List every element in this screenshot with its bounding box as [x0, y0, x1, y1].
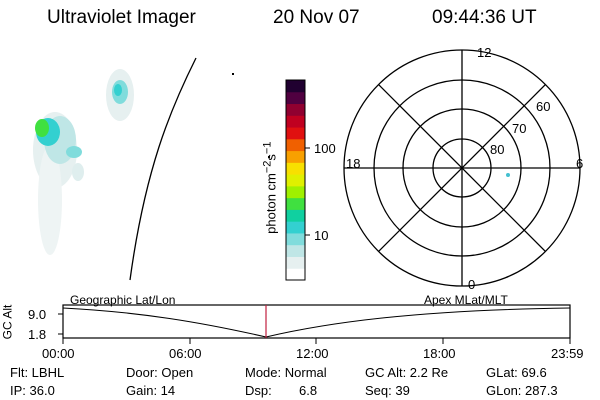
door-info: Door: Open: [126, 365, 194, 380]
orbit-plot: [58, 304, 571, 344]
orbit-x-tick: 06:00: [169, 346, 202, 361]
glon-info: GLon: 287.3: [486, 383, 558, 398]
time-label: 09:44:36 UT: [432, 7, 537, 28]
instrument-title: Ultraviolet Imager: [47, 7, 196, 28]
image-dot: [268, 156, 270, 158]
orbit-x-tick: 12:00: [296, 346, 329, 361]
seq-info: Seq: 39: [365, 383, 410, 398]
orbit-axis-label: GC Alt: [0, 304, 15, 340]
orbit-x-tick: 23:59: [551, 346, 584, 361]
colorbar-unit-label: photon cm−2s−1: [261, 141, 279, 234]
colorbar-stripe: [286, 174, 305, 187]
colorbar-stripe: [286, 232, 305, 246]
colorbar: [285, 79, 310, 281]
lat-label: 70: [512, 121, 527, 136]
colorbar-stripe: [286, 150, 305, 163]
orbit-altitude-curve: [62, 307, 571, 338]
ip-info: IP: 36.0: [10, 383, 55, 398]
date-label: 20 Nov 07: [273, 7, 360, 28]
orbit-x-tick: 00:00: [42, 346, 75, 361]
colorbar-tick-label: 10: [314, 228, 329, 243]
gain-info: Gain: 14: [126, 383, 176, 398]
colorbar-stripe: [286, 138, 305, 152]
mlt-label-left: 18: [346, 156, 361, 171]
dsp-label: Dsp:: [245, 383, 272, 398]
colorbar-stripe: [286, 221, 305, 234]
colorbar-stripe: [286, 244, 305, 257]
colorbar-stripe: [286, 115, 305, 128]
uv-image-panel: [33, 57, 270, 281]
image-dot: [232, 73, 234, 75]
mlt-label-bottom: 0: [468, 277, 476, 292]
colorbar-stripe: [286, 185, 305, 199]
polar-emission-point: [506, 173, 510, 177]
mlt-label-right: 6: [576, 156, 584, 171]
filter-info: Flt: LBHL: [10, 365, 65, 380]
dsp-value: 6.8: [299, 383, 318, 398]
aurora-emission-right: [106, 69, 134, 121]
mlt-label-top: 12: [477, 45, 492, 60]
colorbar-stripe: [286, 91, 305, 105]
glat-info: GLat: 69.6: [486, 365, 547, 380]
lat-label: 60: [536, 99, 551, 114]
aurora-emission-left: [33, 112, 84, 255]
lat-label: 80: [490, 142, 505, 157]
terminator-line: [129, 57, 197, 281]
colorbar-stripe: [286, 103, 305, 116]
orbit-right-label: Apex MLat/MLT: [424, 293, 508, 307]
orbit-x-tick: 18:00: [423, 346, 456, 361]
colorbar-stripe: [286, 162, 305, 175]
colorbar-stripe: [286, 80, 305, 93]
gc-alt-info: GC Alt: 2.2 Re: [365, 365, 449, 380]
colorbar-tick-label: 100: [314, 141, 336, 156]
orbit-y-tick: 9.0: [28, 307, 47, 322]
colorbar-stripe: [286, 268, 305, 281]
colorbar-stripe: [286, 209, 305, 222]
colorbar-stripe: [286, 197, 305, 210]
orbit-y-tick: 1.8: [28, 327, 47, 342]
colorbar-stripe: [286, 256, 305, 269]
colorbar-stripe: [286, 127, 305, 140]
polar-plot: [343, 49, 581, 287]
orbit-left-label: Geographic Lat/Lon: [70, 293, 176, 307]
mode-info: Mode: Normal: [245, 365, 327, 380]
